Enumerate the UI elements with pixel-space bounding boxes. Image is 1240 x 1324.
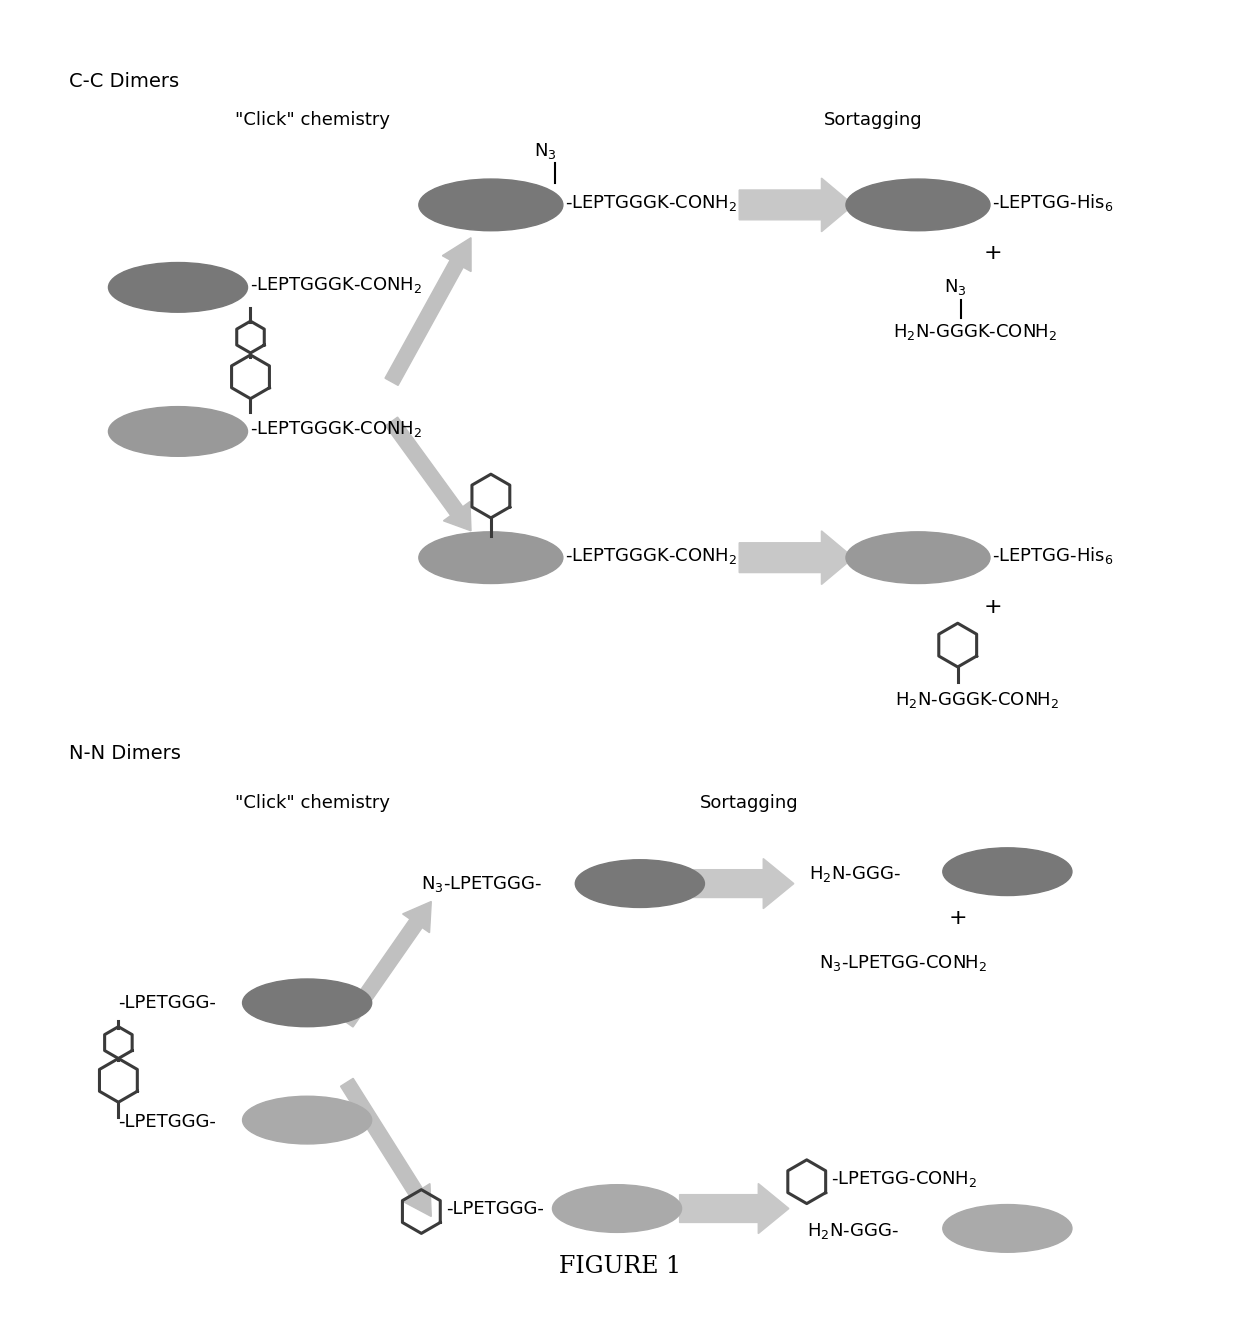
FancyArrow shape — [739, 177, 853, 232]
Text: N$_3$: N$_3$ — [534, 142, 557, 162]
Text: -LPETGGG-: -LPETGGG- — [118, 994, 216, 1012]
Text: +: + — [949, 908, 967, 928]
Ellipse shape — [553, 1185, 682, 1233]
Text: "Click" chemistry: "Click" chemistry — [234, 111, 389, 130]
Ellipse shape — [108, 406, 248, 457]
Text: N-N Dimers: N-N Dimers — [68, 744, 181, 764]
FancyArrow shape — [341, 902, 432, 1027]
Text: -LPETGGG-: -LPETGGG- — [446, 1200, 544, 1218]
FancyArrow shape — [386, 238, 471, 385]
Text: FIGURE 1: FIGURE 1 — [559, 1255, 681, 1278]
Ellipse shape — [108, 262, 248, 312]
Text: -LEPTGGGK-CONH$_2$: -LEPTGGGK-CONH$_2$ — [250, 420, 423, 440]
Ellipse shape — [419, 179, 563, 230]
Text: -LEPTGG-His$_6$: -LEPTGG-His$_6$ — [992, 545, 1114, 567]
Text: N$_3$: N$_3$ — [945, 278, 967, 298]
Text: C-C Dimers: C-C Dimers — [68, 71, 179, 91]
Ellipse shape — [419, 532, 563, 584]
Text: -LPETGG-CONH$_2$: -LPETGG-CONH$_2$ — [831, 1169, 977, 1189]
Text: -LEPTGG-His$_6$: -LEPTGG-His$_6$ — [992, 192, 1114, 213]
Ellipse shape — [846, 179, 990, 230]
Ellipse shape — [942, 1205, 1071, 1253]
Text: N$_3$-LPETGGG-: N$_3$-LPETGGG- — [422, 874, 543, 894]
Text: -LEPTGGGK-CONH$_2$: -LEPTGGGK-CONH$_2$ — [565, 193, 738, 213]
Text: -LEPTGGGK-CONH$_2$: -LEPTGGGK-CONH$_2$ — [565, 545, 738, 565]
Text: +: + — [983, 597, 1002, 617]
Text: "Click" chemistry: "Click" chemistry — [234, 794, 389, 812]
Text: -LPETGGG-: -LPETGGG- — [118, 1113, 216, 1131]
Text: H$_2$N-GGG-: H$_2$N-GGG- — [808, 863, 900, 883]
Ellipse shape — [243, 1096, 372, 1144]
FancyArrow shape — [386, 417, 471, 531]
Text: -LEPTGGGK-CONH$_2$: -LEPTGGGK-CONH$_2$ — [250, 275, 423, 295]
Text: +: + — [983, 242, 1002, 262]
Ellipse shape — [846, 532, 990, 584]
FancyArrow shape — [341, 1078, 432, 1217]
Ellipse shape — [575, 859, 704, 907]
Text: H$_2$N-GGGK-CONH$_2$: H$_2$N-GGGK-CONH$_2$ — [893, 322, 1058, 342]
Text: Sortagging: Sortagging — [823, 111, 923, 130]
FancyArrow shape — [680, 1184, 789, 1234]
Text: N$_3$-LPETGG-CONH$_2$: N$_3$-LPETGG-CONH$_2$ — [818, 953, 987, 973]
Ellipse shape — [243, 978, 372, 1026]
Text: Sortagging: Sortagging — [699, 794, 799, 812]
FancyArrow shape — [739, 531, 853, 584]
Ellipse shape — [942, 847, 1071, 895]
FancyArrow shape — [684, 858, 794, 908]
Text: H$_2$N-GGGK-CONH$_2$: H$_2$N-GGGK-CONH$_2$ — [895, 690, 1059, 710]
Text: H$_2$N-GGG-: H$_2$N-GGG- — [807, 1222, 899, 1242]
